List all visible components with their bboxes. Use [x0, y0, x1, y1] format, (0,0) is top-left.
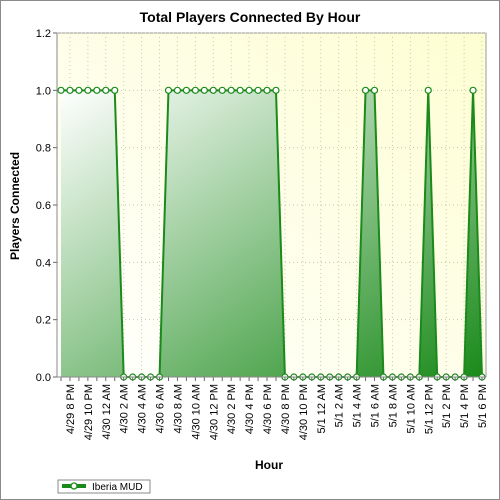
data-point: [361, 86, 370, 94]
data-point: [75, 86, 83, 94]
y-tick-label: 0.4: [36, 257, 51, 269]
x-tick-label: 5/1 8 AM: [387, 384, 399, 427]
data-point: [209, 86, 217, 94]
legend-box: [57, 479, 151, 494]
data-point: [218, 86, 226, 94]
x-tick-label: 4/30 6 PM: [262, 384, 274, 434]
data-point: [66, 86, 74, 94]
x-tick-label: 4/30 12 PM: [208, 384, 220, 440]
legend: Iberia MUD: [57, 479, 151, 494]
data-point: [200, 86, 208, 94]
x-tick-label: 5/1 2 PM: [441, 384, 453, 428]
x-tick-label: 5/1 6 PM: [477, 384, 489, 428]
data-point: [164, 86, 173, 94]
data-point: [102, 86, 110, 94]
x-tick-label: 4/30 2 AM: [119, 384, 131, 434]
data-point: [424, 86, 432, 94]
x-tick-label: 5/1 12 PM: [423, 384, 435, 434]
data-point: [263, 86, 271, 94]
x-tick-label: 4/30 6 AM: [155, 384, 167, 434]
chart-title: Total Players Connected By Hour: [140, 9, 361, 25]
data-point: [191, 86, 199, 94]
data-point: [111, 86, 119, 94]
x-axis-title: Hour: [255, 458, 283, 472]
x-tick-label: 4/30 4 PM: [244, 384, 256, 434]
x-tick-label: 4/30 10 AM: [190, 384, 202, 440]
x-tick-label: 5/1 4 AM: [352, 384, 364, 427]
y-tick-label: 0.6: [36, 200, 51, 212]
data-point: [245, 86, 253, 94]
data-point: [182, 86, 191, 94]
x-tick-label: 5/1 4 PM: [459, 384, 471, 428]
legend-marker: [70, 482, 78, 490]
y-tick-label: 1.2: [36, 28, 51, 40]
data-point: [236, 86, 244, 94]
y-tick-label: 0.0: [36, 372, 51, 384]
legend-label: Iberia MUD: [92, 482, 143, 493]
data-point: [254, 86, 262, 94]
y-tick-label: 0.2: [36, 315, 51, 327]
x-tick-label: 4/30 4 AM: [137, 384, 149, 434]
y-axis-ticks: 0.0 0.2 0.4 0.6 0.8 1.0 1.2: [36, 28, 58, 384]
data-point: [84, 86, 92, 94]
y-tick-label: 1.0: [36, 85, 51, 97]
x-tick-label: 5/1 2 AM: [334, 384, 346, 427]
x-tick-label: 5/1 10 AM: [405, 384, 417, 434]
x-tick-label: 4/30 12 AM: [101, 384, 113, 440]
x-tick-label: 4/30 8 PM: [280, 384, 292, 434]
x-tick-label: 4/30 10 PM: [298, 384, 310, 440]
data-point: [469, 86, 477, 94]
data-point: [227, 86, 235, 94]
x-tick-label: 4/30 8 AM: [172, 384, 184, 434]
x-tick-label: 4/30 2 PM: [226, 384, 238, 434]
data-point: [57, 86, 65, 94]
x-tick-label: 5/1 12 AM: [316, 384, 328, 434]
y-tick-label: 0.8: [36, 143, 51, 155]
x-tick-label: 4/29 10 PM: [83, 384, 95, 440]
data-point: [370, 86, 379, 94]
data-point: [272, 86, 280, 94]
data-point: [173, 86, 182, 94]
x-axis-ticks: 4/29 8 PM 4/29 10 PM 4/30 12 AM 4/30 2 AM 4/…: [57, 376, 489, 440]
y-axis-title: Players Connected: [8, 152, 22, 260]
x-tick-label: 5/1 6 AM: [370, 384, 382, 427]
x-tick-label: 4/29 8 PM: [65, 384, 77, 434]
data-point: [93, 86, 101, 94]
